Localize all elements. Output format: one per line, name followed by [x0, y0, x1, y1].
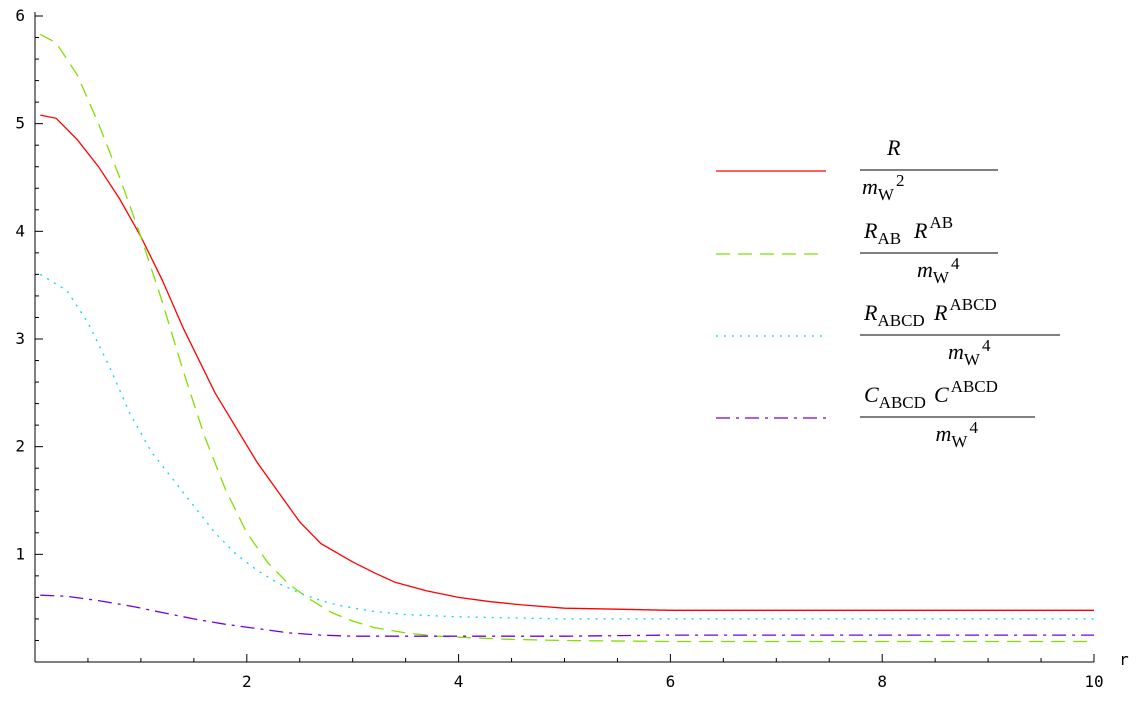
legend-numerator-2-text: R ABCD: [933, 295, 997, 325]
legend-numerator-1-text: RAB: [863, 218, 901, 248]
legend-numerator-1-base: R: [863, 300, 878, 325]
legend-denominator-sup: 2: [896, 171, 905, 190]
y-tick-label: 6: [15, 6, 25, 25]
legend-denominator-text: mW4: [936, 418, 979, 451]
legend-numerator-1-base: C: [864, 382, 879, 407]
legend-numerator-2-sup: ABCD: [951, 377, 998, 396]
y-tick-label: 3: [15, 329, 25, 348]
legend-denominator-text: mW4: [917, 254, 960, 287]
legend-denominator-base: m: [948, 339, 964, 364]
legend-denominator-sup: 4: [951, 254, 960, 273]
legend-denominator-sub: W: [951, 432, 968, 451]
x-tick-label: 2: [242, 672, 252, 691]
legend-denominator-sub: W: [933, 268, 950, 287]
legend-numerator-1-base: R: [863, 218, 878, 243]
legend-numerator-1-sub: ABCD: [877, 311, 924, 330]
legend-numerator-2-base: R: [933, 300, 948, 325]
legend-numerator-2-sup: ABCD: [949, 295, 996, 314]
x-axis-label: r: [1119, 650, 1129, 669]
x-tick-label: 8: [877, 672, 887, 691]
legend-denominator-sup: 4: [969, 418, 978, 437]
legend-numerator-base: R: [886, 135, 901, 160]
legend-numerator-1-text: CABCD: [864, 382, 926, 412]
legend-denominator-base: m: [936, 421, 952, 446]
legend-numerator-1-sub: ABCD: [879, 393, 926, 412]
y-tick-label: 2: [15, 437, 25, 456]
legend-numerator-1-sub: AB: [877, 229, 901, 248]
legend-numerator-2-text: R AB: [913, 213, 953, 243]
legend-numerator-2-base: C: [934, 382, 949, 407]
series-line-r: [40, 114, 1094, 611]
legend-denominator-base: m: [862, 174, 878, 199]
legend-denominator-base: m: [917, 257, 933, 282]
legend-denominator-sub: W: [878, 185, 895, 204]
series-line-rab: [39, 33, 1094, 643]
legend-numerator-2-base: R: [913, 218, 928, 243]
y-tick-label: 5: [15, 114, 25, 133]
legend-denominator-sup: 4: [982, 336, 991, 355]
y-tick-label: 1: [15, 544, 25, 563]
series-line-cabcd: [40, 594, 1094, 637]
series-line-rabcd: [39, 273, 1094, 620]
legend-denominator-text: mW2: [862, 171, 904, 204]
legend-numerator-1-text: RABCD: [863, 300, 925, 330]
y-tick-label: 4: [15, 221, 25, 240]
plot-area: [39, 33, 1094, 643]
legend-numerator-2-sup: AB: [929, 213, 953, 232]
legend-numerator-text: R: [886, 135, 901, 160]
legend-denominator-text: mW4: [948, 336, 991, 369]
x-tick-label: 10: [1084, 672, 1103, 691]
legend-denominator-sub: W: [964, 350, 981, 369]
x-tick-label: 4: [454, 672, 464, 691]
x-tick-label: 6: [666, 672, 676, 691]
legend-numerator-2-text: C ABCD: [934, 377, 998, 407]
